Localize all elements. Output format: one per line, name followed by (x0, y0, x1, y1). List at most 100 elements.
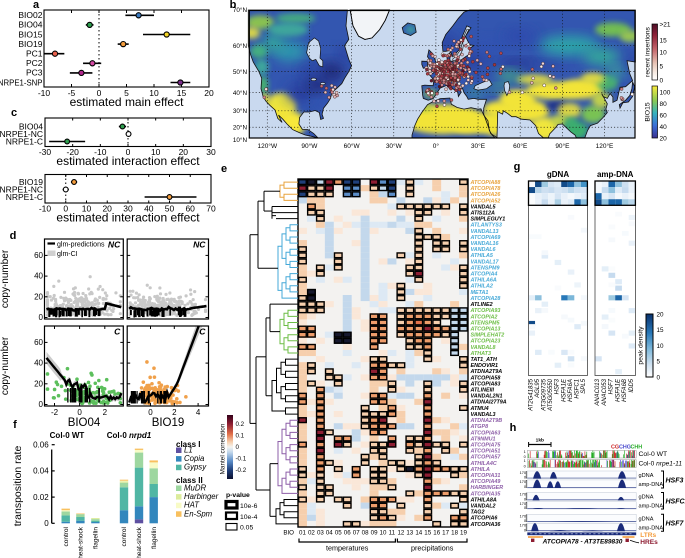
svg-text:10: 10 (149, 88, 159, 98)
svg-text:Col-0 WT: Col-0 WT (50, 431, 85, 440)
svg-text:0: 0 (524, 519, 526, 523)
svg-text:0.05: 0.05 (240, 525, 253, 532)
svg-text:>21: >21 (660, 21, 671, 28)
svg-text:0: 0 (524, 497, 526, 501)
svg-text:0: 0 (524, 455, 526, 459)
svg-text:d: d (10, 230, 17, 242)
svg-text:META1: META1 (471, 290, 489, 296)
svg-text:0: 0 (77, 408, 82, 417)
svg-text:NC: NC (193, 240, 206, 250)
svg-text:0.2: 0.2 (236, 421, 245, 428)
svg-text:NRPE1-C: NRPE1-C (6, 192, 43, 202)
svg-text:120°E: 120°E (596, 142, 614, 150)
svg-text:CHH: CHH (631, 445, 643, 451)
svg-text:amp-DNA: amp-DNA (639, 482, 664, 488)
svg-text:ATCOPIA83: ATCOPIA83 (470, 381, 501, 387)
svg-text:ATCOPIA26: ATCOPIA26 (470, 192, 502, 198)
svg-text:-20: -20 (67, 147, 80, 157)
svg-text:15: 15 (660, 37, 668, 44)
svg-text:peak density: peak density (638, 326, 645, 365)
svg-text:amp-DNA: amp-DNA (639, 526, 664, 532)
svg-text:ATCOPIA51: ATCOPIA51 (470, 449, 501, 455)
svg-text:20: 20 (34, 292, 43, 301)
svg-text:IDD5: IDD5 (629, 378, 635, 392)
svg-text:170: 170 (520, 480, 526, 484)
svg-text:ATHILA5: ATHILA5 (470, 253, 494, 259)
svg-text:05: 05 (335, 530, 342, 537)
svg-text:10: 10 (660, 49, 668, 56)
svg-text:HSFA1E: HSFA1E (561, 378, 567, 402)
svg-text:50°N: 50°N (233, 68, 248, 76)
svg-text:13: 13 (406, 530, 413, 537)
svg-text:40: 40 (34, 359, 43, 368)
svg-text:0: 0 (126, 147, 131, 157)
svg-text:ATCOPIA28: ATCOPIA28 (470, 296, 501, 302)
svg-text:170: 170 (520, 524, 526, 528)
svg-text:VANDAL8: VANDAL8 (471, 345, 496, 351)
svg-text:01: 01 (299, 530, 306, 537)
svg-text:CG: CG (611, 445, 619, 451)
svg-text:Col-0 WT: Col-0 WT (639, 451, 668, 458)
svg-text:ATCOPIA13: ATCOPIA13 (470, 327, 501, 333)
svg-text:-10: -10 (39, 204, 52, 214)
svg-text:ATMU4: ATMU4 (470, 406, 489, 412)
svg-text:AT3G09735: AT3G09735 (542, 378, 548, 412)
svg-text:ATCOPIA31: ATCOPIA31 (470, 473, 501, 479)
svg-text:gDNA: gDNA (639, 495, 654, 501)
svg-text:18: 18 (451, 530, 458, 537)
svg-text:70°N: 70°N (233, 6, 248, 14)
svg-text:HSFA1E: HSFA1E (615, 378, 621, 402)
svg-text:Harbinger: Harbinger (184, 492, 219, 501)
svg-text:-30: -30 (39, 147, 52, 157)
svg-text:flagellin: flagellin (151, 527, 158, 549)
svg-text:08: 08 (362, 530, 369, 537)
svg-text:30: 30 (123, 204, 133, 214)
svg-text:BIO04: BIO04 (68, 417, 101, 429)
svg-text:16: 16 (433, 530, 440, 537)
svg-text:BIO02: BIO02 (18, 10, 42, 20)
svg-text:20: 20 (657, 311, 665, 318)
svg-text:SIMPLEHAT2: SIMPLEHAT2 (471, 333, 505, 339)
svg-text:12: 12 (397, 530, 404, 537)
svg-text:170: 170 (520, 502, 526, 506)
svg-text:h: h (510, 422, 517, 434)
svg-text:170: 170 (520, 493, 526, 497)
svg-text:NRPE1-NC: NRPE1-NC (0, 184, 43, 194)
svg-text:VANDAL3: VANDAL3 (471, 412, 496, 418)
svg-text:flagellin: flagellin (93, 527, 100, 549)
svg-text:LTRs: LTRs (640, 532, 656, 539)
svg-text:-0.1: -0.1 (236, 456, 247, 463)
svg-text:BIO04: BIO04 (18, 20, 42, 30)
svg-text:amp-DNA: amp-DNA (597, 170, 634, 179)
svg-text:glm-predictions: glm-predictions (57, 241, 105, 248)
svg-text:-0.2: -0.2 (236, 467, 247, 474)
svg-text:ATCOPIA69: ATCOPIA69 (470, 235, 501, 241)
svg-text:10e-6: 10e-6 (240, 503, 258, 510)
svg-text:20: 20 (660, 135, 668, 142)
svg-text:estimated interaction effect: estimated interaction effect (56, 154, 200, 168)
svg-text:ATDNA2T9B: ATDNA2T9B (470, 418, 503, 424)
svg-text:ATCOPIA78: ATCOPIA78 (470, 186, 501, 192)
svg-text:ATDNAI27T9A: ATDNAI27T9A (470, 400, 507, 406)
svg-text:NRPE1-SNP: NRPE1-SNP (0, 78, 43, 87)
svg-text:BIO19: BIO19 (18, 39, 42, 49)
svg-text:ENDOVIR1: ENDOVIR1 (471, 363, 499, 369)
svg-text:0: 0 (524, 506, 526, 510)
svg-text:PC3: PC3 (26, 68, 43, 78)
svg-text:Col-0 nrpd1: Col-0 nrpd1 (107, 431, 152, 440)
svg-text:ATLINE2: ATLINE2 (470, 302, 493, 308)
svg-text:60: 60 (34, 251, 43, 260)
svg-text:80: 80 (660, 101, 668, 108)
svg-text:30°N: 30°N (233, 107, 248, 115)
svg-text:0: 0 (63, 204, 68, 214)
svg-text:10: 10 (151, 147, 161, 157)
svg-text:HAT: HAT (184, 501, 200, 510)
svg-text:ANAC013: ANAC013 (595, 378, 601, 406)
svg-text:20: 20 (204, 88, 214, 98)
svg-text:0: 0 (39, 400, 44, 409)
svg-text:0: 0 (524, 528, 526, 532)
svg-text:AGL95: AGL95 (535, 378, 541, 398)
svg-text:ATCOPIA23: ATCOPIA23 (470, 339, 501, 345)
svg-text:copy-number: copy-number (0, 336, 11, 395)
svg-text:ATCOPIA35: ATCOPIA35 (470, 491, 502, 497)
